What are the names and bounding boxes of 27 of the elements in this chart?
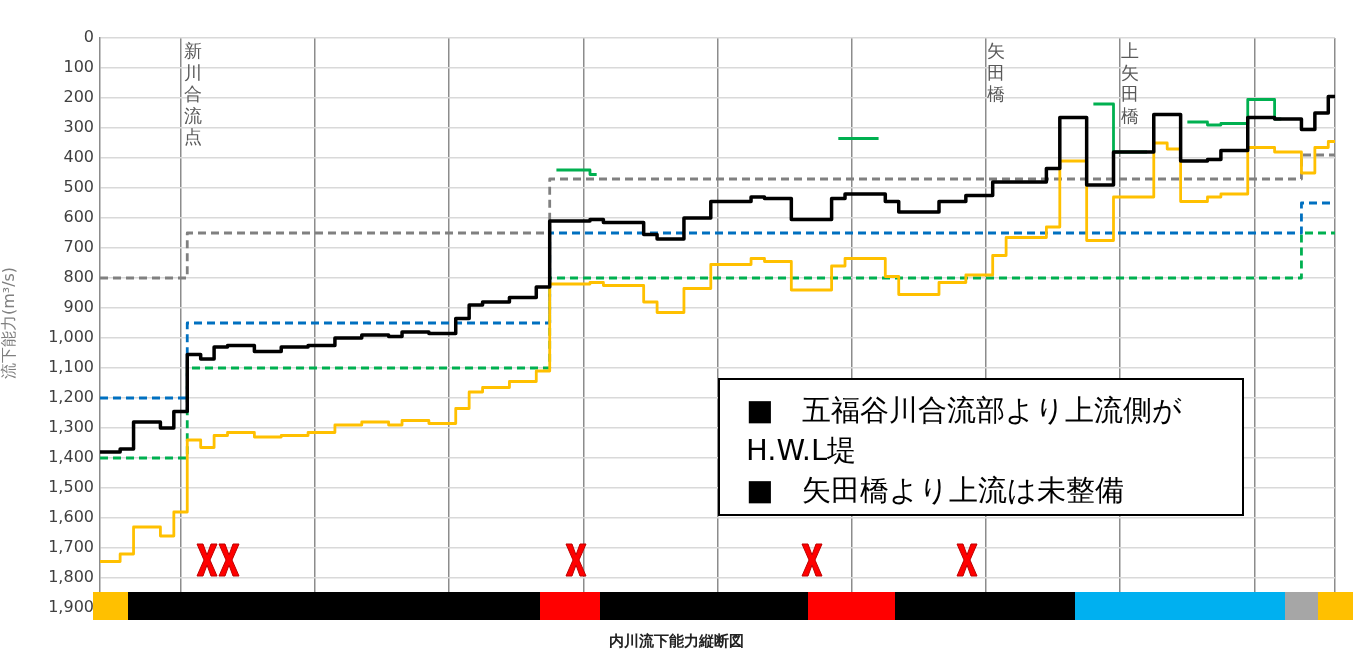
y-tick-label: 1,200 (48, 387, 94, 407)
x-axis-title: 内川流下能力縦断図 (608, 632, 745, 651)
y-tick-label: 1,100 (48, 357, 94, 377)
y-tick-label: 1,300 (48, 417, 94, 437)
annotation: 矢田橋 (987, 40, 1006, 105)
y-tick-label: 600 (63, 207, 94, 227)
y-tick-label: 1,400 (48, 447, 94, 467)
annotation: 上矢田橋 (1121, 40, 1140, 126)
y-tick-label: 900 (63, 297, 94, 317)
y-tick-label: 1,800 (48, 567, 94, 587)
y-tick-label: 700 (63, 237, 94, 257)
y-tick-label: 400 (63, 147, 94, 167)
y-tick-label: 0 (83, 27, 94, 47)
y-tick-label: 100 (63, 57, 94, 77)
y-tick-label: 200 (63, 87, 94, 107)
y-axis-title: 流下能力(m³/s) (0, 266, 18, 380)
y-tick-label: 300 (63, 117, 94, 137)
annotation: 新川合流点 (184, 40, 203, 148)
y-tick-label: 1,500 (48, 477, 94, 497)
y-tick-label: 800 (63, 267, 94, 287)
y-tick-label: 500 (63, 177, 94, 197)
y-tick-label: 1,000 (48, 327, 94, 347)
annotation: ■ 矢田橋より上流は未整備 (746, 472, 1126, 509)
y-tick-label: 1,600 (48, 507, 94, 527)
annotation: ■ 五福谷川合流部より上流側が H.W.L堤 (746, 392, 1184, 469)
y-tick-label: 1,900 (48, 597, 94, 617)
y-tick-label: 1,700 (48, 537, 94, 557)
